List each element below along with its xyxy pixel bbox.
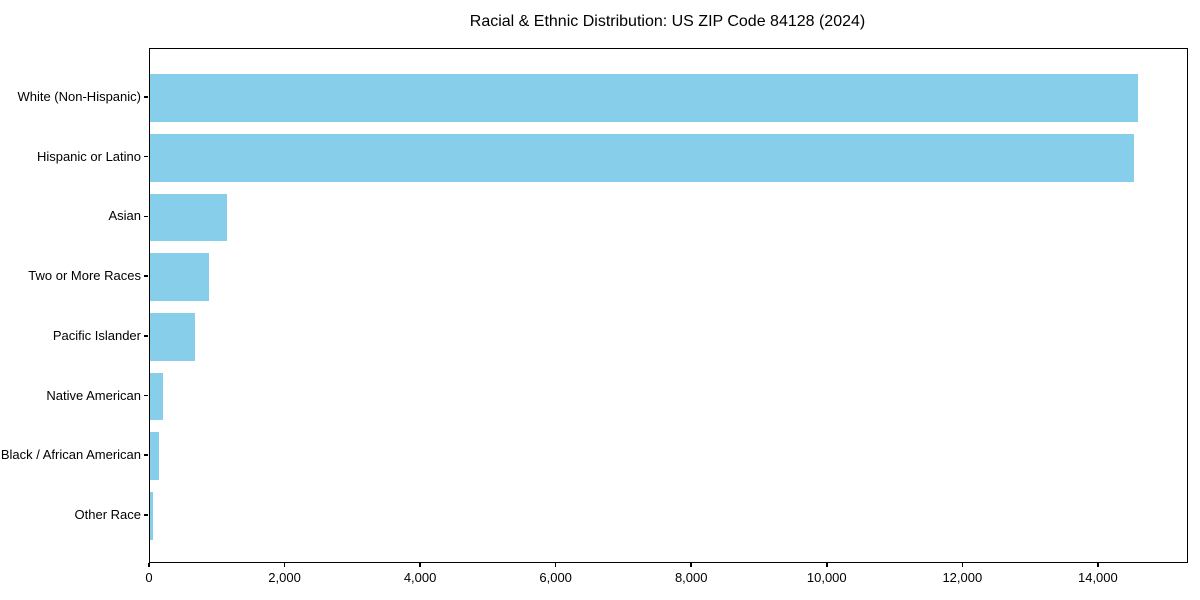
xtick-mark-0	[148, 562, 150, 567]
bar-white-non-hispanic	[150, 74, 1138, 122]
xtick-label-0: 0	[145, 570, 153, 585]
ytick-mark-hispanic-or-latino	[143, 155, 148, 158]
bar-native-american	[150, 372, 163, 421]
ytick-label-black-african-american: Black / African American	[0, 447, 141, 463]
ytick-mark-white-non-hispanic	[143, 96, 148, 98]
ytick-label-pacific-islander: Pacific Islander	[52, 327, 141, 343]
plot-area	[149, 48, 1188, 563]
ytick-mark-black-african-american	[143, 454, 148, 456]
xtick-label-6000: 6,000	[539, 570, 572, 585]
ytick-label-native-american: Native American	[46, 387, 141, 403]
ytick-mark-other-race	[143, 514, 148, 516]
xtick-mark-10000	[826, 562, 828, 567]
xtick-label-4000: 4,000	[403, 570, 437, 585]
bar-two-or-more-races	[150, 253, 209, 301]
ytick-label-asian: Asian	[108, 208, 141, 224]
bar-asian	[150, 193, 227, 242]
chart-title: Racial & Ethnic Distribution: US ZIP Cod…	[469, 13, 866, 30]
xtick-label-14000: 14,000	[1077, 570, 1118, 585]
xtick-mark-2000	[283, 562, 286, 567]
xtick-mark-6000	[554, 562, 557, 567]
ytick-label-other-race: Other Race	[74, 506, 141, 522]
ytick-mark-asian	[143, 215, 148, 218]
ytick-label-two-or-more-races: Two or More Races	[28, 268, 141, 284]
bar-hispanic-or-latino	[150, 133, 1135, 182]
bar-other-race	[150, 492, 154, 540]
xtick-label-12000: 12,000	[942, 570, 983, 585]
ytick-mark-two-or-more-races	[143, 275, 148, 277]
xtick-label-2000: 2,000	[268, 570, 301, 585]
ytick-label-hispanic-or-latino: Hispanic or Latino	[36, 148, 141, 164]
bar-black-african-american	[150, 432, 160, 481]
xtick-mark-14000	[1097, 562, 1099, 567]
xtick-mark-12000	[961, 562, 964, 567]
bar-pacific-islander	[150, 312, 196, 361]
xtick-label-10000: 10,000	[806, 570, 847, 585]
xtick-mark-4000	[419, 562, 421, 567]
ytick-mark-pacific-islander	[143, 335, 148, 337]
xtick-label-8000: 8,000	[674, 570, 708, 585]
xtick-mark-8000	[690, 562, 692, 567]
ytick-mark-native-american	[143, 394, 148, 397]
ytick-label-white-non-hispanic: White (Non-Hispanic)	[17, 89, 141, 104]
